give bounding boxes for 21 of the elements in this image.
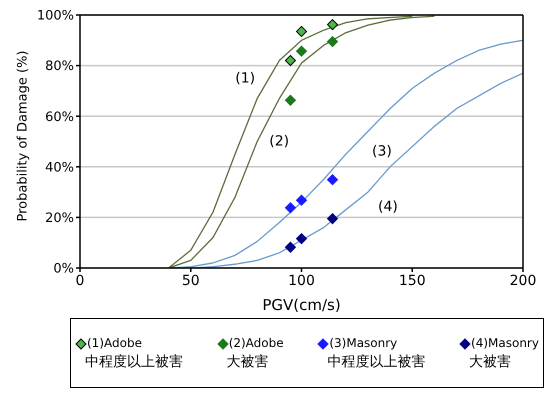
x-tick-label: 150 [398, 272, 426, 289]
y-tick-label: 20% [45, 211, 74, 226]
y-tick-label: 0% [53, 262, 74, 277]
legend-label: (1)Adobe 中程度以上被害 [84, 335, 183, 372]
legend-label: (4)Masonry 大被害 [468, 335, 539, 372]
y-tick-label: 80% [45, 59, 74, 74]
annotation: (4) [378, 199, 398, 216]
x-tick-label: 50 [182, 272, 200, 289]
legend-label: (2)Adobe 大被害 [226, 335, 284, 372]
y-tick-label: 40% [45, 160, 74, 176]
x-tick-label: 100 [288, 272, 315, 289]
y-axis-title: Probability of Damage (%) [16, 50, 31, 222]
x-tick-label: 0 [76, 272, 84, 289]
y-tick-label: 60% [45, 110, 74, 125]
legend-label: (3)Masonry 中程度以上被害 [326, 335, 426, 372]
x-tick-label: 200 [510, 272, 536, 289]
x-axis-title: PGV(cm/s) [262, 296, 341, 314]
annotation: (3) [372, 143, 392, 160]
annotation: (2) [269, 134, 290, 150]
annotation: (1) [235, 70, 256, 86]
y-tick-label: 100% [36, 8, 74, 24]
